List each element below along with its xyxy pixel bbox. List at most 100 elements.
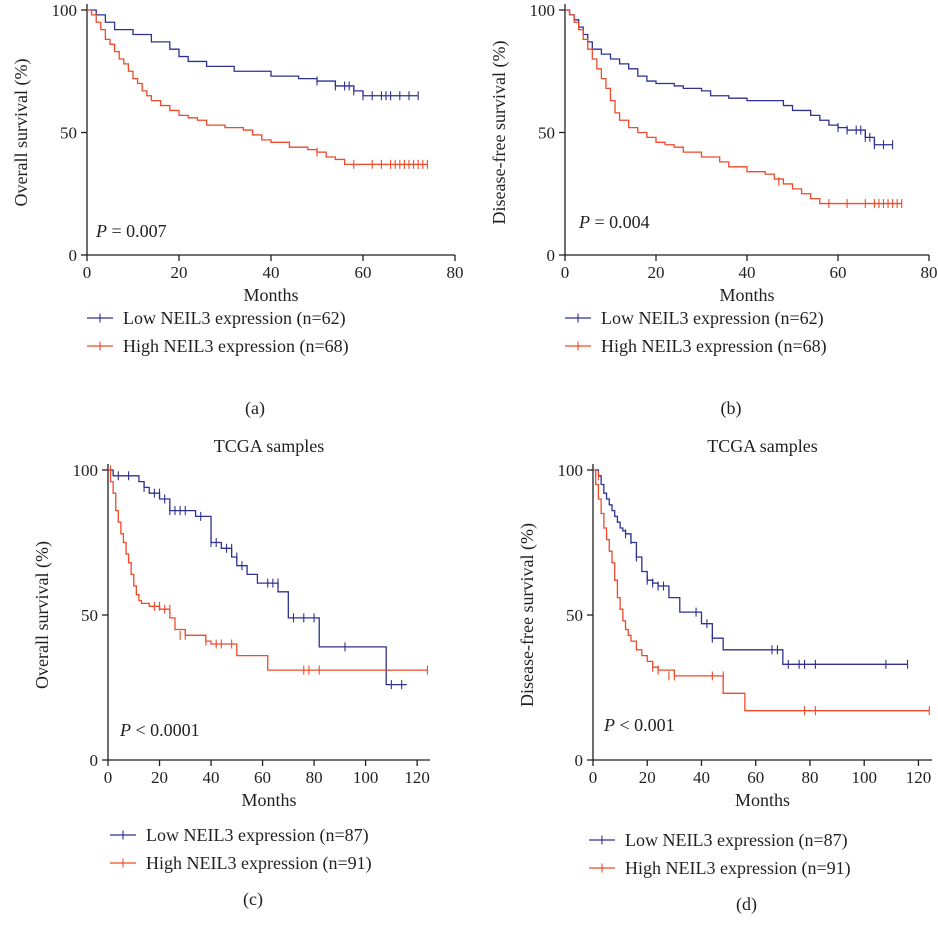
chart-d: TCGA samples 0 20 40 60 80 100 120 0 50 100 Months D… [517, 436, 932, 915]
legend-label: High NEIL3 expression (n=91) [146, 853, 372, 874]
y-tick-label: 0 [575, 751, 584, 770]
chart-b: 0 20 40 60 80 0 50 100 Months Disease-free surviv… [489, 1, 938, 419]
x-tick-label: 0 [104, 768, 113, 787]
survival-curve-high [87, 9, 428, 165]
legend-item-high: High NEIL3 expression (n=68) [565, 336, 827, 357]
x-tick-label: 60 [747, 768, 764, 787]
y-tick-label: 100 [530, 1, 556, 20]
p-symbol: P [578, 212, 590, 232]
x-tick-label: 40 [739, 263, 756, 282]
legend-item-low: Low NEIL3 expression (n=87) [589, 830, 848, 851]
series-high [565, 9, 903, 209]
p-value: = 0.007 [107, 221, 167, 241]
series-high [593, 469, 930, 716]
y-tick-label: 50 [60, 124, 77, 143]
survival-curve-high [565, 9, 902, 205]
y-tick-label: 0 [90, 751, 99, 770]
x-tick-label: 80 [306, 768, 323, 787]
x-tick-label: 0 [83, 263, 92, 282]
p-value: < 0.0001 [131, 720, 200, 740]
series-high [108, 465, 428, 675]
y-tick-label: 100 [558, 461, 584, 480]
series-high [87, 9, 428, 169]
km-panel-d: TCGA samples 0 20 40 60 80 100 120 0 50 100 Months D… [469, 430, 938, 925]
p-value: < 0.001 [615, 715, 675, 735]
x-axis-title: Months [241, 790, 296, 810]
p-value: = 0.004 [590, 212, 650, 232]
legend-label: Low NEIL3 expression (n=87) [146, 825, 369, 846]
series-low [593, 469, 909, 669]
x-tick-label: 0 [561, 263, 570, 282]
p-symbol: P [119, 720, 131, 740]
panel-label: (a) [245, 398, 265, 419]
panel-label: (c) [243, 889, 263, 910]
chart-title: TCGA samples [214, 436, 325, 456]
legend-label: Low NEIL3 expression (n=87) [625, 830, 848, 851]
y-tick-label: 0 [69, 246, 78, 265]
series-low [87, 9, 419, 101]
series-low [565, 9, 894, 150]
legend-label: High NEIL3 expression (n=91) [625, 858, 851, 879]
x-tick-label: 20 [151, 768, 168, 787]
x-axis-title: Months [243, 285, 298, 305]
p-value-label: P = 0.004 [578, 212, 650, 232]
x-tick-label: 60 [254, 768, 271, 787]
panel-label: (d) [736, 894, 757, 915]
legend-label: Low NEIL3 expression (n=62) [123, 308, 346, 329]
legend-label: High NEIL3 expression (n=68) [601, 336, 827, 357]
x-tick-label: 40 [263, 263, 280, 282]
x-tick-label: 20 [639, 768, 656, 787]
y-tick-label: 50 [81, 606, 98, 625]
panel-label: (b) [721, 398, 742, 419]
x-tick-label: 80 [447, 263, 464, 282]
km-panel-c: TCGA samples 0 20 40 60 80 100 120 0 50 100 Months O… [0, 430, 469, 925]
x-tick-label: 120 [404, 768, 430, 787]
x-axis-title: Months [719, 285, 774, 305]
chart-title: TCGA samples [707, 436, 818, 456]
y-axis-title: Disease-free survival (%) [489, 41, 510, 225]
legend-item-low: Low NEIL3 expression (n=62) [87, 308, 346, 329]
survival-curve-low [108, 469, 407, 686]
y-tick-label: 0 [547, 246, 556, 265]
y-tick-label: 100 [73, 461, 99, 480]
chart-a: 0 20 40 60 80 0 50 100 Months Overall survival (%… [11, 1, 464, 419]
legend-label: Low NEIL3 expression (n=62) [601, 308, 824, 329]
x-tick-label: 100 [851, 768, 877, 787]
legend-item-high: High NEIL3 expression (n=91) [110, 853, 372, 874]
y-axis-title: Overall survival (%) [11, 59, 32, 207]
p-value-label: P < 0.001 [603, 715, 675, 735]
x-tick-label: 120 [906, 768, 932, 787]
y-axis-title: Disease-free survival (%) [517, 523, 538, 707]
x-tick-label: 20 [171, 263, 188, 282]
p-symbol: P [603, 715, 615, 735]
x-tick-label: 0 [589, 768, 598, 787]
chart-c: TCGA samples 0 20 40 60 80 100 120 0 50 100 Months O… [32, 436, 430, 910]
x-tick-label: 40 [203, 768, 220, 787]
p-value-label: P = 0.007 [95, 221, 167, 241]
legend-label: High NEIL3 expression (n=68) [123, 336, 349, 357]
y-tick-label: 100 [52, 1, 78, 20]
x-tick-label: 40 [693, 768, 710, 787]
survival-curve-low [593, 469, 908, 665]
km-panel-a: 0 20 40 60 80 0 50 100 Months Overall survival (%… [0, 0, 469, 430]
legend-item-low: Low NEIL3 expression (n=62) [565, 308, 824, 329]
x-tick-label: 80 [921, 263, 938, 282]
legend-item-high: High NEIL3 expression (n=91) [589, 858, 851, 879]
survival-curve-low [565, 9, 893, 146]
y-tick-label: 50 [566, 606, 583, 625]
survival-curve-low [87, 9, 419, 97]
x-tick-label: 80 [801, 768, 818, 787]
legend-item-high: High NEIL3 expression (n=68) [87, 336, 349, 357]
y-axis-title: Overall survival (%) [32, 541, 53, 689]
x-tick-label: 100 [353, 768, 379, 787]
x-tick-label: 60 [830, 263, 847, 282]
legend-item-low: Low NEIL3 expression (n=87) [110, 825, 369, 846]
p-symbol: P [95, 221, 107, 241]
p-value-label: P < 0.0001 [119, 720, 200, 740]
x-axis-title: Months [735, 790, 790, 810]
survival-curve-high [108, 469, 428, 671]
x-tick-label: 60 [355, 263, 372, 282]
x-tick-label: 20 [648, 263, 665, 282]
survival-curve-high [593, 469, 930, 712]
series-low [108, 469, 407, 690]
